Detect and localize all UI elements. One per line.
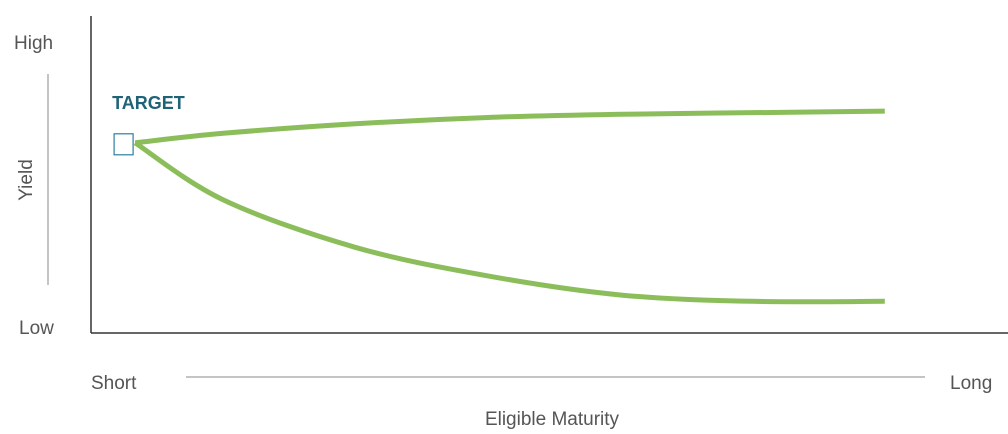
series-line-2: [133, 140, 885, 305]
series-layer: [133, 108, 885, 305]
x-tick-label-short: Short: [91, 373, 137, 394]
y-axis-title: Yield: [16, 159, 37, 201]
x-tick-label-long: Long: [950, 373, 992, 394]
y-tick-label-high: High: [14, 33, 53, 54]
y-tick-label-low: Low: [19, 318, 54, 339]
target-label: TARGET: [112, 93, 185, 113]
series-line-1: [134, 108, 885, 146]
x-axis-title: Eligible Maturity: [485, 409, 620, 430]
target-marker: [113, 133, 134, 156]
